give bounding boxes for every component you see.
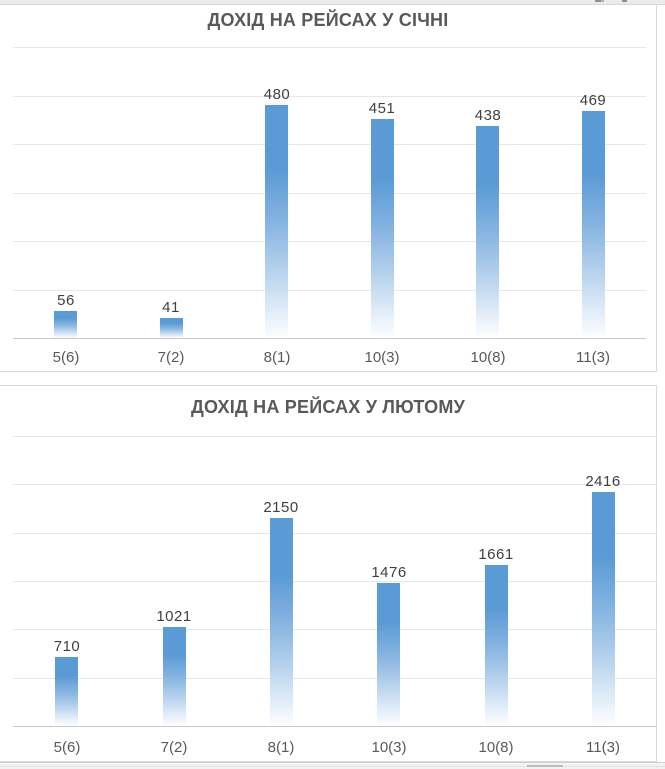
gridline (13, 581, 657, 582)
bar-8(1)[interactable] (265, 105, 288, 338)
category-label-7(2): 7(2) (157, 349, 185, 366)
gridline (13, 47, 646, 48)
bar-8(1)[interactable] (270, 518, 293, 726)
category-label-10(8): 10(8) (478, 739, 514, 756)
gridline (13, 96, 646, 97)
gridline (13, 290, 646, 291)
clipped-text-fragment (595, 0, 602, 2)
value-label-5(6): 56 (57, 292, 75, 309)
clipped-text-fragment (622, 0, 627, 2)
chart-title-february: ДОХІД НА РЕЙСАХ У ЛЮТОМУ (191, 397, 465, 417)
value-label-7(2): 1021 (156, 608, 192, 625)
gridline (13, 241, 646, 242)
category-label-5(6): 5(6) (53, 739, 81, 756)
value-label-10(3): 1476 (371, 564, 407, 581)
gridline (13, 678, 657, 679)
value-label-11(3): 2416 (585, 473, 621, 490)
bar-10(3)[interactable] (377, 583, 400, 726)
gridline (13, 629, 657, 630)
chart-february[interactable]: ДОХІД НА РЕЙСАХ У ЛЮТОМУ 710 5(6) 1021 7(2)… (0, 385, 657, 762)
category-label-8(1): 8(1) (263, 349, 291, 366)
value-label-10(8): 438 (474, 107, 502, 124)
category-label-11(3): 11(3) (586, 739, 620, 756)
category-label-10(8): 10(8) (470, 349, 506, 366)
value-label-7(2): 41 (162, 299, 180, 316)
plot-area-february: 710 5(6) 1021 7(2) 2150 8(1) 1476 10(3) 1661 10(8… (0, 386, 657, 761)
value-label-8(1): 480 (263, 86, 291, 103)
category-label-7(2): 7(2) (160, 739, 188, 756)
bar-5(6)[interactable] (55, 657, 78, 726)
gridline (13, 144, 646, 145)
gridline (13, 533, 657, 534)
x-axis-line (13, 338, 646, 339)
category-label-8(1): 8(1) (267, 739, 295, 756)
clipped-text-fragment (601, 0, 604, 2)
horizontal-scrollbar[interactable] (0, 762, 665, 769)
chart-title-january: ДОХІД НА РЕЙСАХ У СІЧНІ (207, 10, 449, 30)
value-label-8(1): 2150 (263, 499, 299, 516)
bar-10(8)[interactable] (485, 565, 508, 726)
bar-11(3)[interactable] (592, 492, 615, 726)
gridline (13, 484, 657, 485)
scrollbar-thumb[interactable] (527, 765, 563, 767)
value-label-10(8): 1661 (478, 546, 514, 563)
bar-7(2)[interactable] (163, 627, 186, 726)
bar-10(8)[interactable] (476, 126, 499, 338)
value-label-5(6): 710 (53, 638, 81, 655)
bar-7(2)[interactable] (160, 318, 183, 338)
bar-5(6)[interactable] (54, 311, 77, 338)
value-label-11(3): 469 (579, 92, 607, 109)
scrollbar-track-line (0, 766, 665, 767)
gridline (13, 193, 646, 194)
bar-11(3)[interactable] (582, 111, 605, 338)
category-label-11(3): 11(3) (576, 349, 610, 366)
category-label-5(6): 5(6) (52, 349, 80, 366)
bar-10(3)[interactable] (371, 119, 394, 338)
chart-january[interactable]: ДОХІД НА РЕЙСАХ У СІЧНІ 56 5(6) 41 7(2) 480 8… (0, 4, 657, 372)
x-axis-line (13, 726, 657, 727)
gridline (13, 436, 657, 437)
value-label-10(3): 451 (368, 100, 396, 117)
category-label-10(3): 10(3) (364, 349, 400, 366)
category-label-10(3): 10(3) (371, 739, 407, 756)
plot-area-january: 56 5(6) 41 7(2) 480 8(1) 451 10(3) 438 10(8) 469 11… (0, 5, 656, 371)
